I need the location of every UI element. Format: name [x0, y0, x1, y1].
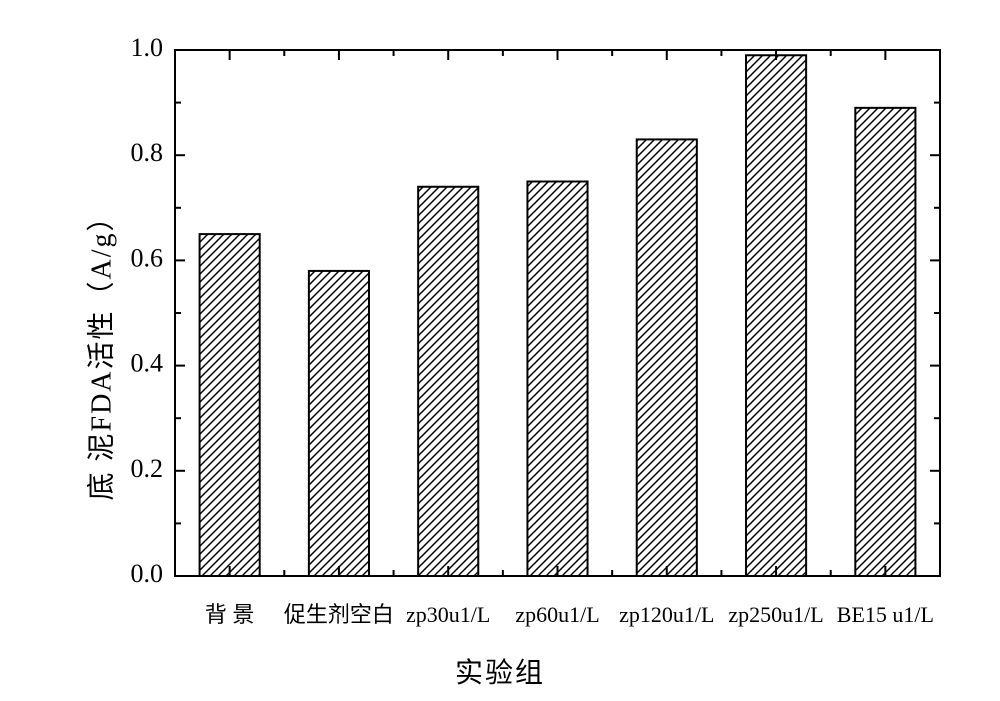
x-tick-label: 促生剂空白 [284, 602, 394, 627]
bar [527, 182, 587, 577]
bar [309, 271, 369, 576]
x-tick-label: 背 景 [205, 602, 255, 627]
chart-container: 底 泥FDA活性（A/g） 0.0 0.2 0.4 0.6 0.8 1.0 背 景 促生剂空白… [0, 0, 1000, 701]
x-tick-label: zp250u1/L [728, 602, 823, 627]
bar [200, 234, 260, 576]
bar [418, 187, 478, 576]
bar [746, 55, 806, 576]
svg-text:0.4: 0.4 [131, 349, 164, 378]
x-tick-label: zp120u1/L [619, 602, 714, 627]
svg-text:0.0: 0.0 [131, 559, 164, 588]
x-axis-label: 实验组 [0, 651, 1000, 691]
x-tick-label: BE15 u1/L [837, 602, 934, 627]
svg-text:0.6: 0.6 [131, 243, 164, 272]
x-tick-label: zp60u1/L [515, 602, 599, 627]
bar-chart: 0.0 0.2 0.4 0.6 0.8 1.0 背 景 促生剂空白 zp30u1/L zp60u1… [30, 20, 970, 681]
bar [855, 108, 915, 576]
svg-text:0.8: 0.8 [131, 138, 164, 167]
bar [637, 139, 697, 576]
svg-text:0.2: 0.2 [131, 454, 164, 483]
y-axis-label: 底 泥FDA活性（A/g） [80, 201, 120, 500]
svg-text:1.0: 1.0 [131, 33, 164, 62]
x-tick-label: zp30u1/L [406, 602, 490, 627]
